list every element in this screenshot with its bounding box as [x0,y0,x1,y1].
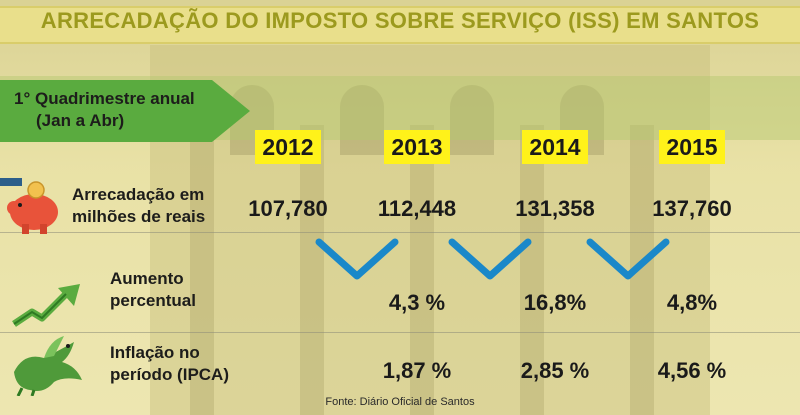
check-chevron-stroke [586,238,669,280]
increase-value: 4,3 % [388,290,446,315]
building-column [190,125,214,415]
chart-title: ARRECADAÇÃO DO IMPOSTO SOBRE SERVIÇO (IS… [40,8,760,33]
inflation-label-line2: período (IPCA) [110,365,229,384]
piggy-bank-icon [0,178,58,234]
check-chevron-icon [315,238,398,280]
revenue-value: 131,358 [515,196,595,221]
row-divider [0,332,800,333]
year-header: 2015 [659,130,725,164]
rising-arrow-icon [12,284,80,327]
building-column [520,125,544,415]
period-label-line1: 1° Quadrimestre anual [14,89,195,108]
period-label: 1° Quadrimestre anual (Jan a Abr) [14,88,214,132]
inflation-value: 1,87 % [382,358,452,383]
increase-value: 4,8% [666,290,718,315]
check-chevron-stroke [315,238,398,280]
building-window [450,85,494,155]
inflation-value: 4,56 % [657,358,727,383]
inflation-value: 2,85 % [520,358,590,383]
check-chevron-icon [448,238,532,280]
year-header: 2012 [255,130,321,164]
check-chevron-icon [586,238,669,280]
period-label-line2: (Jan a Abr) [36,111,125,130]
year-header: 2013 [384,130,450,164]
building-column [300,125,324,415]
check-chevron-stroke [448,238,532,280]
inflation-label-line1: Inflação no [110,343,200,362]
building-column [410,125,434,415]
building-window [340,85,384,155]
dragon-icon [14,336,82,396]
revenue-label-line1: Arrecadação em [72,185,205,204]
revenue-label: Arrecadação em milhões de reais [72,184,205,228]
revenue-label-line2: milhões de reais [72,207,206,226]
inflation-label: Inflação no período (IPCA) [110,342,229,386]
period-arrow [0,80,250,142]
revenue-value: 107,780 [248,196,328,221]
increase-label-line1: Aumento [110,269,184,288]
row-divider [0,232,800,233]
title-bar [0,6,800,44]
increase-value: 16,8% [523,290,587,315]
revenue-value: 112,448 [377,196,457,221]
year-header: 2014 [522,130,588,164]
source-note: Fonte: Diário Oficial de Santos [325,396,475,408]
increase-label-line2: percentual [110,291,196,310]
increase-label: Aumento percentual [110,268,196,312]
revenue-value: 137,760 [652,196,732,221]
